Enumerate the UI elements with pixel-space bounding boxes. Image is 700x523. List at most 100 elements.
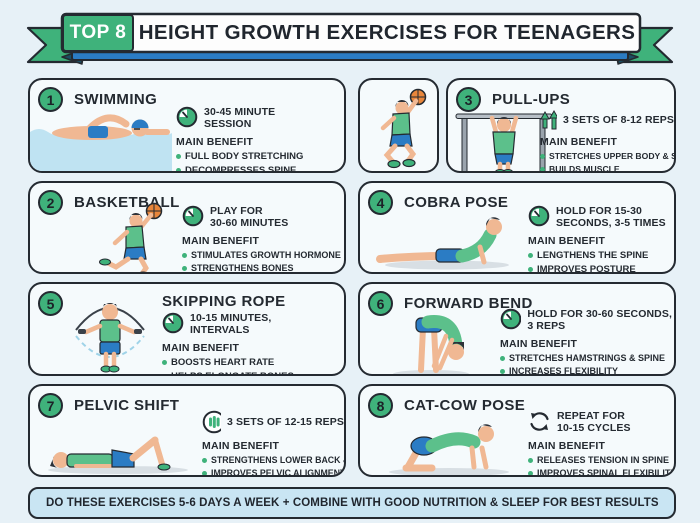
bullet-dot — [528, 470, 533, 475]
duration-line: 30-60 MINUTES — [210, 217, 289, 229]
benefit-item: FULL BODY STRETCHING — [176, 151, 344, 162]
clock-icon — [182, 205, 204, 227]
card-title: PULL-UPS — [492, 91, 571, 108]
card-number-badge: 4 — [368, 190, 393, 215]
bullet-dot — [540, 153, 545, 159]
bullet-dot — [176, 168, 181, 171]
basketball-illustration — [99, 202, 163, 272]
duration-line: SECONDS, 3-5 TIMES — [556, 217, 666, 229]
bullet-dot — [162, 374, 167, 376]
footer-banner: DO THESE EXERCISES 5-6 DAYS A WEEK + COM… — [28, 487, 676, 519]
card-title: FORWARD BEND — [404, 295, 533, 312]
benefit-label: MAIN BENEFIT — [202, 440, 280, 452]
forward-bend-illustration — [393, 315, 469, 374]
card-title: PELVIC SHIFT — [74, 397, 180, 414]
card-title: CAT-COW POSE — [404, 397, 526, 414]
duration-line: 3 SETS OF 12-15 REPS — [227, 416, 344, 428]
card-number-badge: 6 — [368, 291, 393, 316]
benefit-label: MAIN BENEFIT — [176, 136, 254, 148]
duration-line: 3 SETS OF 8-12 REPS — [562, 114, 674, 126]
bullet-dot — [540, 166, 545, 171]
pelvic-shift-illustration — [48, 436, 188, 474]
card-cobra-pose: 4 COBRA POSE HOLD FOR 15-30 SECONDS, 3-5… — [358, 181, 676, 274]
skipping-rope-illustration — [75, 303, 145, 373]
duration-line: INTERVALS — [190, 324, 250, 336]
duration-line: 10-15 CYCLES — [557, 422, 631, 434]
card-title: SWIMMING — [74, 91, 158, 108]
duration-line: 10-15 MINUTES, — [190, 312, 272, 324]
benefit-item: STRENGTHENS BONES — [182, 263, 344, 272]
benefit-item: LENGTHENS THE SPINE — [528, 250, 674, 261]
duration-line: PLAY FOR — [210, 205, 263, 217]
benefit-item: RELEASES TENSION IN SPINE — [528, 455, 674, 465]
reps-arrows-icon — [540, 110, 557, 130]
bullet-dot — [182, 265, 187, 271]
card-pelvic-shift: 7 PELVIC SHIFT 3 SETS OF 12-15 REPS MAIN… — [28, 384, 346, 477]
card-skipping-rope: 5 SKIPPING ROPE 10-15 MINUTES, INTERVALS — [28, 282, 346, 376]
clock-icon — [528, 205, 550, 227]
card-number-badge: 7 — [38, 393, 63, 418]
repeat-icon — [530, 412, 549, 431]
top8-badge: TOP 8 — [62, 14, 134, 52]
clock-icon — [162, 312, 184, 334]
benefit-label: MAIN BENEFIT — [540, 136, 618, 148]
pull-ups-illustration — [455, 113, 553, 171]
page-title: HEIGHT GROWTH EXERCISES FOR TEENAGERS — [138, 21, 636, 44]
cobra-pose-illustration — [376, 217, 509, 270]
duration-line: HOLD FOR 15-30 — [556, 205, 642, 217]
bullet-dot — [202, 470, 207, 475]
benefit-item: HELPS ELONGATE BONES — [162, 371, 342, 376]
duration-line: HOLD FOR 30-60 SECONDS, — [527, 308, 672, 320]
card-number-badge: 8 — [368, 393, 393, 418]
benefit-item: STIMULATES GROWTH HORMONE — [182, 250, 344, 260]
card-number-badge: 5 — [38, 291, 63, 316]
benefit-label: MAIN BENEFIT — [162, 342, 240, 354]
sets-bars-icon — [202, 410, 222, 434]
bullet-dot — [202, 457, 207, 463]
card-title: COBRA POSE — [404, 194, 509, 211]
bullet-dot — [528, 253, 533, 258]
benefit-item: STRENGTHENS LOWER BACK & ABS — [202, 455, 344, 465]
bullet-dot — [500, 368, 505, 374]
duration-line: REPEAT FOR — [557, 410, 625, 422]
benefit-item: STRETCHES HAMSTRINGS & SPINE — [500, 353, 672, 363]
benefit-item: IMPROVES POSTURE — [528, 264, 674, 272]
basketball-dunk-illustration — [380, 88, 427, 169]
benefit-label: MAIN BENEFIT — [182, 235, 260, 247]
benefit-label: MAIN BENEFIT — [500, 338, 578, 350]
duration-line: 30-45 MINUTE — [204, 106, 276, 118]
bullet-dot — [162, 360, 167, 365]
card-swimming: 1 SWIMMING 30-45 MINUTE SESSION MAIN BEN… — [28, 78, 346, 173]
benefit-item: STRETCHES UPPER BODY & SPINE — [540, 151, 674, 161]
card-number-badge: 3 — [456, 87, 481, 112]
bullet-dot — [500, 355, 505, 361]
card-number-badge: 1 — [38, 87, 63, 112]
clock-icon — [500, 308, 522, 330]
bullet-dot — [176, 154, 181, 159]
benefit-label: MAIN BENEFIT — [528, 235, 606, 247]
duration-line: SESSION — [204, 118, 252, 130]
benefit-label: MAIN BENEFIT — [528, 440, 606, 452]
benefit-item: IMPROVES SPINAL FLEXIBILITY — [528, 468, 674, 475]
benefit-item: IMPROVES PELVIC ALIGNMENT — [202, 468, 344, 475]
footer-text: DO THESE EXERCISES 5-6 DAYS A WEEK + COM… — [46, 497, 659, 509]
card-cat-cow-pose: 8 CAT-COW POSE REPEAT FOR 10-15 CYCLES M… — [358, 384, 676, 477]
header-ribbon — [26, 12, 674, 65]
bullet-dot — [182, 252, 187, 258]
benefit-item: BOOSTS HEART RATE — [162, 357, 342, 368]
card-forward-bend: 6 FORWARD BEND HOLD FOR 30-60 SECONDS, 3… — [358, 282, 676, 376]
benefit-item: INCREASES FLEXIBILITY — [500, 366, 672, 374]
benefit-item: BUILDS MUSCLE — [540, 164, 674, 171]
swimming-illustration — [30, 114, 172, 171]
duration-line: 3 REPS — [527, 320, 566, 332]
card-number-badge: 2 — [38, 190, 63, 215]
card-pull-ups: 3 PULL-UPS 3 SETS OF 8-12 REPS — [446, 78, 676, 173]
bullet-dot — [528, 267, 533, 272]
benefit-item: DECOMPRESSES SPINE — [176, 165, 344, 171]
clock-icon — [176, 106, 198, 128]
bullet-dot — [528, 457, 533, 463]
card-title: SKIPPING ROPE — [162, 293, 286, 310]
cat-cow-pose-illustration — [389, 424, 509, 475]
card-basketball: 2 BASKETBALL PLAY FOR 30-60 MINUTES MAI — [28, 181, 346, 274]
mini-card-dunk — [358, 78, 439, 173]
